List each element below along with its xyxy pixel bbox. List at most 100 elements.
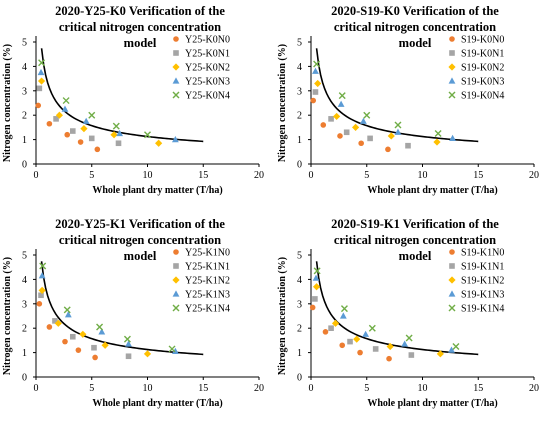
legend-label: S19-K1N2 — [461, 276, 504, 287]
x-tick-label: 15 — [473, 170, 483, 181]
data-point — [312, 296, 318, 302]
data-point — [314, 79, 322, 88]
data-point-stroke — [39, 262, 47, 270]
data-point — [171, 347, 179, 354]
data-point — [36, 85, 43, 92]
y-tick-label: 1 — [297, 135, 302, 146]
data-point — [394, 128, 402, 135]
data-point — [38, 286, 46, 294]
data-point — [55, 111, 64, 119]
data-point — [38, 292, 44, 299]
data-point — [313, 60, 321, 68]
x-tick-label: 5 — [89, 170, 94, 181]
y-tick-label: 5 — [297, 38, 302, 49]
data-point-stroke — [38, 59, 46, 67]
data-point — [434, 130, 442, 137]
legend-label: S19-K1N1 — [461, 262, 504, 273]
x-axis-label: Whole plant dry matter (T/ha) — [367, 398, 497, 409]
legend-marker — [448, 304, 456, 312]
data-point — [112, 122, 120, 130]
data-point — [62, 338, 68, 345]
data-point-stroke — [338, 92, 346, 100]
data-point — [116, 129, 124, 137]
y-tick-label: 3 — [22, 299, 27, 310]
x-tick-label: 15 — [198, 383, 208, 394]
legend-marker — [173, 50, 179, 56]
data-point — [312, 67, 319, 74]
legend-marker — [173, 249, 179, 255]
y-tick-label: 0 — [22, 373, 27, 384]
x-tick-label: 10 — [143, 383, 153, 394]
data-point — [368, 324, 376, 332]
data-point — [37, 68, 45, 76]
series-S19-K1N0 — [309, 304, 392, 362]
data-point-stroke — [363, 111, 371, 119]
data-point — [405, 142, 411, 149]
legend-label: Y25-K0N2 — [185, 63, 230, 74]
series-S19-K1N1 — [312, 296, 415, 358]
y-tick-label: 1 — [22, 348, 27, 359]
data-point — [77, 139, 84, 145]
data-point — [39, 262, 47, 270]
data-point — [320, 122, 327, 128]
legend-marker — [448, 63, 456, 71]
data-point — [386, 342, 394, 351]
chart-panel-4: 2020-S19-K1 Verification of the critical … — [277, 217, 539, 409]
chart-title-line: critical nitrogen concentration — [59, 233, 221, 247]
legend-marker — [448, 290, 456, 297]
legend-label: Y25-K1N3 — [185, 290, 230, 301]
legend-marker-stroke — [448, 91, 456, 99]
chart-title-line: 2020-S19-K0 Verification of the — [331, 4, 499, 18]
legend-label: S19-K1N0 — [461, 248, 504, 259]
legend-marker-stroke — [448, 304, 456, 312]
legend-label: Y25-K1N4 — [185, 304, 230, 315]
data-point — [347, 338, 353, 345]
data-point — [62, 97, 70, 105]
data-point-stroke — [313, 267, 321, 275]
legend-marker — [449, 249, 455, 255]
chart-title-line: model — [124, 36, 157, 50]
chart-panel-3: 2020-Y25-K1 Verification of the critical … — [2, 217, 264, 409]
y-tick-label: 3 — [297, 299, 302, 310]
y-tick-label: 4 — [297, 275, 302, 286]
x-tick-label: 0 — [34, 170, 39, 181]
data-point — [37, 77, 46, 85]
data-point-stroke — [405, 334, 413, 342]
y-tick-label: 3 — [22, 86, 27, 97]
y-axis-label: Nitrogen concentration (%) — [277, 44, 288, 162]
y-tick-label: 0 — [297, 160, 302, 171]
x-tick-label: 10 — [418, 383, 428, 394]
data-point — [363, 111, 371, 119]
legend-marker — [448, 91, 456, 99]
chart-title-line: model — [399, 249, 432, 263]
data-point — [405, 334, 413, 342]
data-point — [337, 100, 345, 107]
legend-label: S19-K0N2 — [461, 63, 504, 74]
data-point-stroke — [96, 323, 104, 331]
data-point — [69, 333, 76, 340]
data-point — [75, 347, 82, 353]
data-point — [339, 312, 347, 319]
legend-marker — [449, 263, 455, 269]
x-tick-label: 20 — [254, 170, 264, 181]
data-point — [38, 272, 46, 279]
x-axis-label: Whole plant dry matter (T/ha) — [367, 185, 497, 196]
x-tick-label: 15 — [473, 383, 483, 394]
critical-nitrogen-curve — [315, 261, 479, 356]
legend-marker — [172, 77, 180, 84]
chart-title-line: critical nitrogen concentration — [334, 20, 496, 34]
y-axis-label: Nitrogen concentration (%) — [277, 257, 288, 375]
legend-label: S19-K0N3 — [461, 77, 504, 88]
data-point — [168, 345, 176, 353]
data-point — [408, 352, 415, 358]
data-point — [125, 340, 132, 347]
x-tick-label: 0 — [34, 383, 39, 394]
y-tick-label: 5 — [297, 251, 302, 262]
data-point-stroke — [144, 131, 151, 139]
data-point — [80, 125, 88, 133]
legend-marker — [173, 36, 179, 42]
data-point — [328, 116, 334, 122]
legend-marker — [172, 276, 180, 284]
y-axis-label: Nitrogen concentration (%) — [2, 257, 13, 375]
